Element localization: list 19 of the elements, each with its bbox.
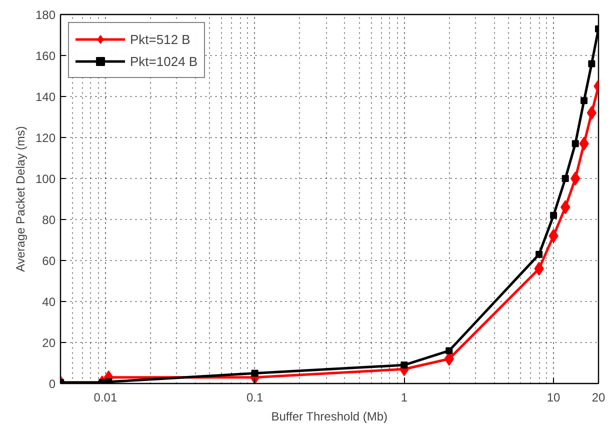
- y-tick-label: 120: [35, 131, 56, 145]
- y-tick-label: 100: [35, 172, 56, 186]
- y-tick-label: 60: [42, 254, 56, 268]
- x-axis-title: Buffer Threshold (Mb): [271, 410, 388, 424]
- y-tick-label: 160: [35, 49, 56, 63]
- x-tick-label: 0.01: [94, 390, 118, 404]
- y-tick-label: 40: [42, 295, 56, 309]
- x-tick-label: 20: [592, 390, 606, 404]
- x-tick-label: 10: [546, 390, 561, 404]
- y-tick-label: 180: [35, 8, 56, 22]
- y-axis-title: Average Packet Delay (ms): [13, 126, 28, 272]
- legend-label: Pkt=512 B: [130, 32, 190, 46]
- y-tick-label: 80: [42, 213, 56, 227]
- y-tick-label: 0: [48, 377, 56, 391]
- x-tick-label: 1: [400, 390, 408, 404]
- legend-label: Pkt=1024 B: [130, 54, 198, 68]
- x-tick-label: 0.1: [246, 390, 264, 404]
- y-tick-label: 140: [35, 90, 56, 104]
- y-tick-label: 20: [42, 336, 56, 350]
